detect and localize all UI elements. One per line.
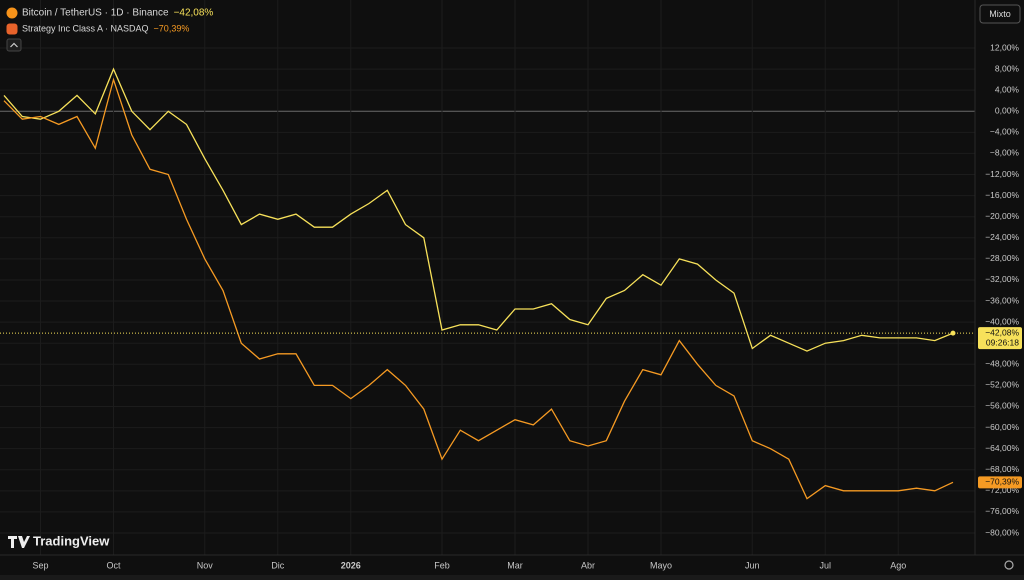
- x-tick-label: Jun: [745, 560, 760, 570]
- brand-name: TradingView: [33, 533, 110, 548]
- y-tick-label: 12,00%: [990, 42, 1019, 52]
- legend-name: Strategy Inc Class A · NASDAQ: [22, 23, 149, 33]
- y-tick-label: 0,00%: [995, 106, 1020, 116]
- y-tick-label: −60,00%: [985, 422, 1019, 432]
- x-tick-label: 2026: [341, 560, 361, 570]
- x-tick-label: Sep: [32, 560, 48, 570]
- x-tick-label: Ago: [890, 560, 906, 570]
- y-tick-label: −72,00%: [985, 485, 1019, 495]
- range-button-label: Mixto: [989, 9, 1011, 19]
- y-tick-label: −64,00%: [985, 443, 1019, 453]
- scrollbar: [0, 575, 1024, 580]
- y-tick-label: −4,00%: [990, 127, 1020, 137]
- y-tick-label: −40,00%: [985, 316, 1019, 326]
- y-tick-label: −32,00%: [985, 274, 1019, 284]
- x-tick-label: Jul: [819, 560, 831, 570]
- plot-area: [0, 67, 975, 500]
- x-tick-label: Oct: [106, 560, 121, 570]
- y-tick-label: −8,00%: [990, 148, 1020, 158]
- y-tick-label: −48,00%: [985, 359, 1019, 369]
- range-button[interactable]: [979, 4, 1021, 24]
- price-label: −70,39%: [985, 477, 1019, 487]
- legend-value: −42,08%: [174, 8, 214, 19]
- price-label-box: [978, 327, 1022, 350]
- x-tick-label: Feb: [434, 560, 450, 570]
- legend: Bitcoin / TetherUS · 1D · Binance −42,08%…: [6, 7, 214, 35]
- x-tick-label: Abr: [581, 560, 595, 570]
- y-tick-label: −20,00%: [985, 211, 1019, 221]
- x-tick-label: Nov: [197, 560, 214, 570]
- y-tick-label: −80,00%: [985, 527, 1019, 537]
- settings-button[interactable]: [1004, 560, 1014, 570]
- price-label: −42,08%: [985, 327, 1019, 337]
- legend-value: −70,39%: [154, 23, 190, 33]
- price-label-box: [978, 476, 1022, 489]
- y-tick-label: −76,00%: [985, 506, 1019, 516]
- series-line: [3, 67, 954, 352]
- y-tick-label: −12,00%: [985, 169, 1019, 179]
- x-tick-label: Mayo: [650, 560, 672, 570]
- grid: [0, 0, 975, 555]
- last-point: [950, 330, 956, 336]
- x-tick-label: Mar: [507, 560, 523, 570]
- y-tick-label: −52,00%: [985, 380, 1019, 390]
- y-tick-label: −16,00%: [985, 190, 1019, 200]
- x-tick-label: Dic: [271, 560, 284, 570]
- y-tick-label: 8,00%: [995, 63, 1020, 73]
- y-tick-label: −36,00%: [985, 295, 1019, 305]
- y-tick-label: −68,00%: [985, 464, 1019, 474]
- collapse-icon: [10, 42, 18, 48]
- y-tick-label: 4,00%: [995, 84, 1020, 94]
- legend-icon: [6, 7, 18, 19]
- collapse-button[interactable]: [6, 38, 22, 52]
- legend-icon: [6, 23, 18, 35]
- y-tick-label: −56,00%: [985, 401, 1019, 411]
- countdown: 09:26:18: [986, 337, 1019, 347]
- brand-logo: [8, 536, 30, 548]
- y-tick-label: −24,00%: [985, 232, 1019, 242]
- legend-name: Bitcoin / TetherUS · 1D · Binance: [22, 8, 169, 19]
- series-line: [3, 77, 954, 500]
- y-tick-label: −28,00%: [985, 253, 1019, 263]
